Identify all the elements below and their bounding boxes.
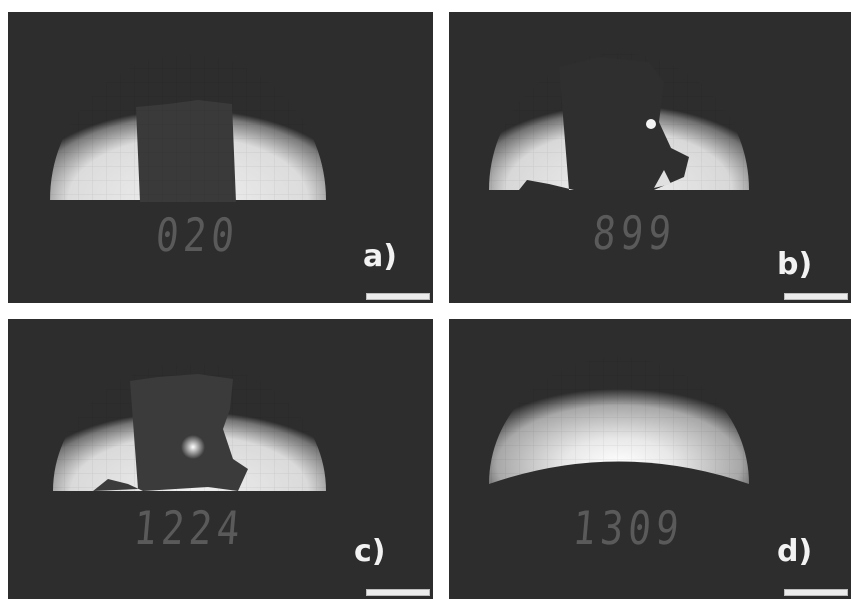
sample-fragment (93, 374, 248, 491)
panel-a-image (50, 54, 326, 202)
counter-readout: 1224 (131, 501, 247, 555)
scale-bar (784, 589, 848, 596)
counter-readout: 1309 (570, 501, 686, 555)
panel-label: c) (354, 534, 386, 569)
panel-c-image (53, 363, 326, 491)
panel-d: 1309 d) (449, 319, 851, 599)
panel-label: d) (777, 534, 813, 569)
sample-fragment (519, 57, 689, 190)
scale-bar (784, 293, 848, 300)
panel-b: 899 b) (449, 12, 851, 303)
panel-a: 020 a) (8, 12, 433, 303)
melt-surface (489, 461, 749, 491)
scale-bar (366, 293, 430, 300)
panel-label: b) (777, 247, 813, 282)
panel-d-image (489, 357, 749, 491)
counter-readout: 899 (590, 206, 679, 260)
panel-c: 1224 c) (8, 319, 433, 599)
counter-readout: 020 (153, 208, 242, 262)
panel-b-image (489, 52, 749, 190)
panel-label: a) (363, 239, 397, 274)
scale-bar (366, 589, 430, 596)
